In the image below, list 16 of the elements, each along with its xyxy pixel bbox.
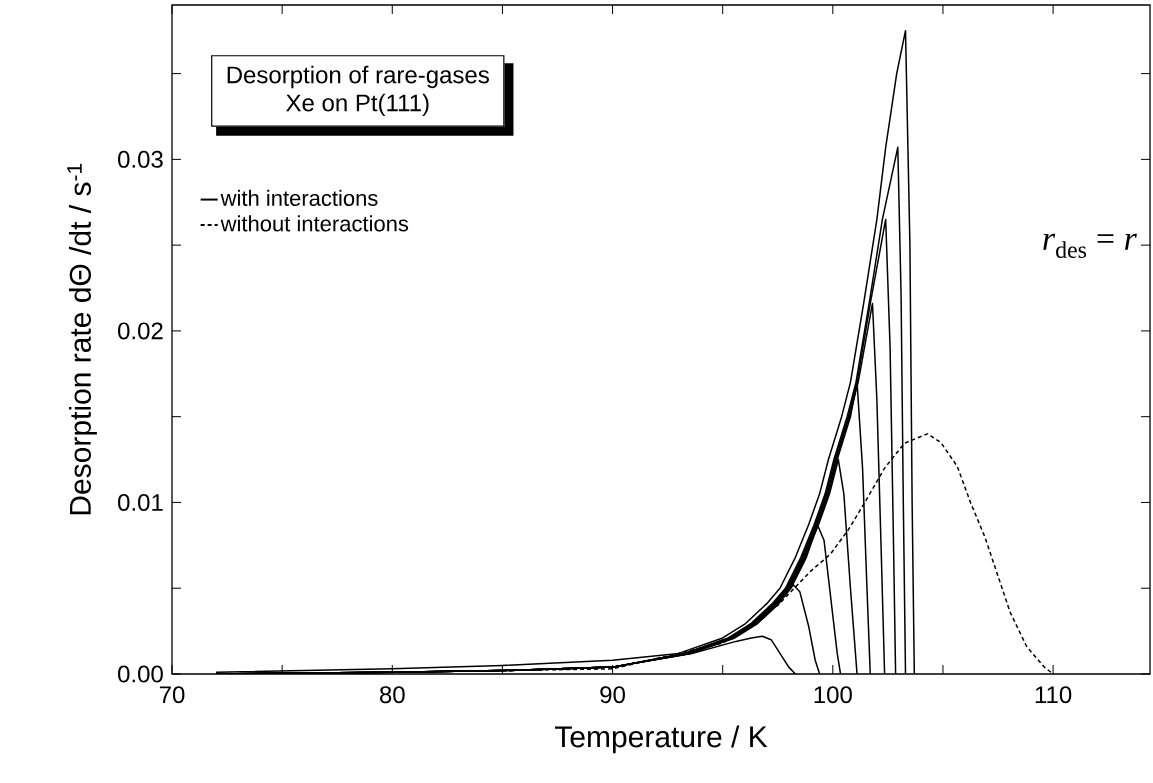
annotation: r$_{des}$ = r: [1043, 233, 1137, 258]
legend-label: with interactions: [220, 189, 378, 206]
y-tick-label: 0.01: [118, 493, 163, 511]
x-tick-label: 100: [814, 686, 852, 704]
x-tick-label: 70: [159, 686, 185, 704]
x-axis-title: Temperature / K: [554, 725, 768, 754]
x-tick-label: 80: [379, 686, 405, 704]
x-tick-label: 90: [600, 686, 625, 704]
x-tick-label: 110: [1035, 686, 1072, 704]
y-tick-label: 0.00: [118, 665, 163, 683]
y-axis-title: Desorption rate dΘ /dt / s$^{-1}$: [67, 163, 97, 515]
text: Xe on Pt(111): [286, 93, 429, 117]
text: Desorption of rare-gases: [227, 65, 489, 89]
legend-label: without interactions: [220, 215, 409, 232]
y-tick-label: 0.03: [118, 150, 163, 168]
y-tick-label: 0.02: [118, 322, 163, 340]
